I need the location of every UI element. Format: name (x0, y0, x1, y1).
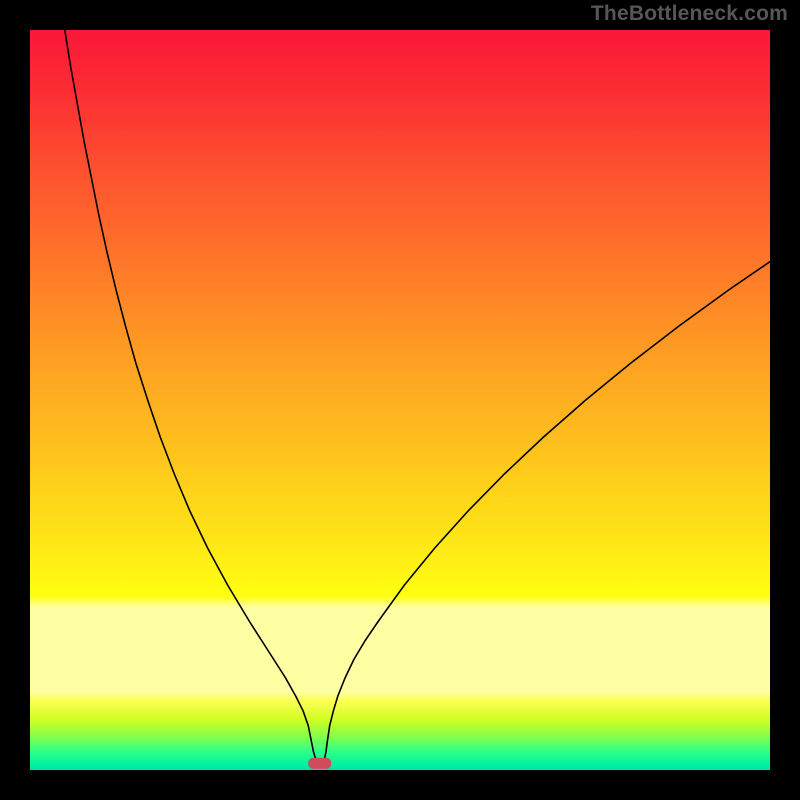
chart-frame: TheBottleneck.com (0, 0, 800, 800)
plot-area (30, 30, 770, 770)
optimal-point-marker (308, 758, 331, 769)
bottleneck-curve-chart (30, 30, 770, 770)
watermark-text: TheBottleneck.com (591, 2, 788, 26)
chart-background (30, 30, 770, 770)
